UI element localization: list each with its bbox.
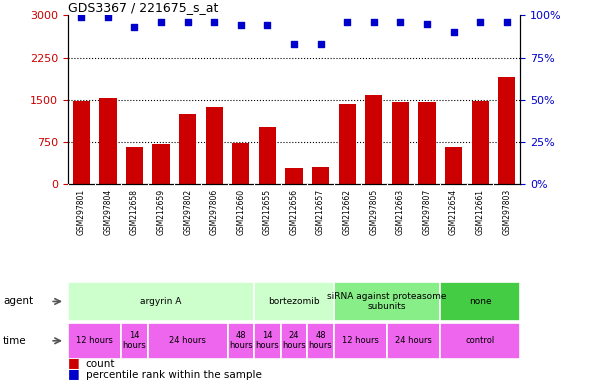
- Text: GSM212661: GSM212661: [476, 189, 485, 235]
- Text: GSM297804: GSM297804: [103, 189, 112, 235]
- Text: 14
hours: 14 hours: [255, 331, 280, 351]
- Bar: [365, 95, 382, 184]
- Text: 48
hours: 48 hours: [309, 331, 333, 351]
- Bar: [228, 323, 254, 359]
- Text: count: count: [86, 359, 115, 369]
- Bar: [334, 282, 440, 321]
- Text: ■: ■: [68, 367, 80, 380]
- Text: time: time: [3, 336, 27, 346]
- Point: [77, 14, 86, 20]
- Bar: [440, 282, 520, 321]
- Text: GSM212654: GSM212654: [449, 189, 458, 235]
- Text: GSM297805: GSM297805: [369, 189, 378, 235]
- Point: [103, 14, 112, 20]
- Bar: [440, 323, 520, 359]
- Text: none: none: [469, 297, 492, 306]
- Text: 24
hours: 24 hours: [282, 331, 306, 351]
- Bar: [285, 168, 303, 184]
- Bar: [68, 323, 121, 359]
- Point: [156, 19, 165, 25]
- Text: GSM297807: GSM297807: [423, 189, 431, 235]
- Text: GSM297806: GSM297806: [210, 189, 219, 235]
- Text: GSM297803: GSM297803: [502, 189, 511, 235]
- Bar: [148, 323, 228, 359]
- Bar: [339, 104, 356, 184]
- Point: [236, 22, 246, 28]
- Bar: [312, 167, 329, 184]
- Text: 24 hours: 24 hours: [395, 336, 432, 345]
- Text: GDS3367 / 221675_s_at: GDS3367 / 221675_s_at: [68, 1, 218, 14]
- Bar: [68, 282, 254, 321]
- Bar: [281, 323, 307, 359]
- Text: 24 hours: 24 hours: [169, 336, 206, 345]
- Bar: [254, 282, 334, 321]
- Text: agent: agent: [3, 296, 33, 306]
- Text: GSM212656: GSM212656: [290, 189, 298, 235]
- Point: [262, 22, 272, 28]
- Bar: [498, 77, 515, 184]
- Text: GSM212662: GSM212662: [343, 189, 352, 235]
- Text: argyrin A: argyrin A: [140, 297, 182, 306]
- Bar: [232, 143, 249, 184]
- Bar: [259, 127, 276, 184]
- Text: siRNA against proteasome
subunits: siRNA against proteasome subunits: [327, 292, 447, 311]
- Text: GSM212655: GSM212655: [263, 189, 272, 235]
- Text: bortezomib: bortezomib: [268, 297, 320, 306]
- Bar: [73, 101, 90, 184]
- Text: GSM297802: GSM297802: [183, 189, 192, 235]
- Text: GSM212660: GSM212660: [236, 189, 245, 235]
- Text: 12 hours: 12 hours: [76, 336, 113, 345]
- Bar: [152, 144, 170, 184]
- Bar: [307, 323, 334, 359]
- Text: GSM212659: GSM212659: [157, 189, 165, 235]
- Bar: [445, 147, 462, 184]
- Bar: [126, 147, 143, 184]
- Bar: [254, 323, 281, 359]
- Text: 48
hours: 48 hours: [229, 331, 253, 351]
- Text: GSM297801: GSM297801: [77, 189, 86, 235]
- Point: [183, 19, 192, 25]
- Text: ■: ■: [68, 356, 80, 369]
- Bar: [418, 101, 436, 184]
- Point: [449, 29, 459, 35]
- Point: [289, 41, 298, 47]
- Bar: [121, 323, 148, 359]
- Point: [316, 41, 325, 47]
- Text: percentile rank within the sample: percentile rank within the sample: [86, 370, 262, 380]
- Point: [369, 19, 378, 25]
- Bar: [387, 323, 440, 359]
- Point: [342, 19, 352, 25]
- Bar: [334, 323, 387, 359]
- Point: [129, 24, 139, 30]
- Text: GSM212663: GSM212663: [396, 189, 405, 235]
- Point: [395, 19, 405, 25]
- Text: control: control: [466, 336, 495, 345]
- Bar: [179, 114, 196, 184]
- Text: GSM212657: GSM212657: [316, 189, 325, 235]
- Text: GSM212658: GSM212658: [130, 189, 139, 235]
- Bar: [392, 101, 409, 184]
- Bar: [206, 107, 223, 184]
- Bar: [472, 101, 489, 184]
- Point: [422, 21, 431, 27]
- Text: 14
hours: 14 hours: [122, 331, 147, 351]
- Point: [209, 19, 219, 25]
- Bar: [99, 98, 116, 184]
- Point: [502, 19, 511, 25]
- Text: 12 hours: 12 hours: [342, 336, 379, 345]
- Point: [475, 19, 485, 25]
